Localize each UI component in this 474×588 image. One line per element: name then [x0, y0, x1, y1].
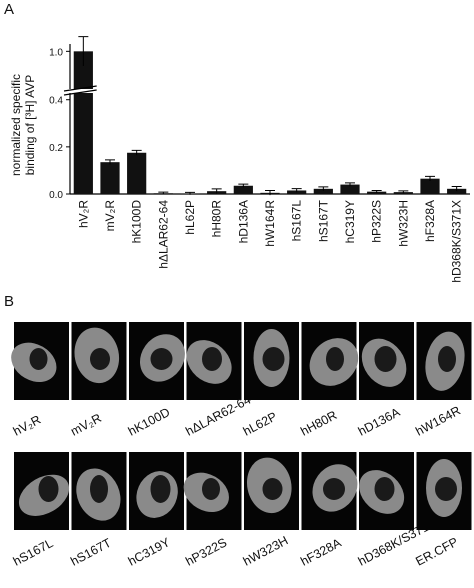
nucleus: [435, 477, 457, 501]
bar: [100, 162, 120, 194]
x-tick-label: hK100D: [130, 200, 144, 244]
micrograph: [14, 452, 70, 530]
nucleus: [150, 475, 171, 503]
error-bar: [318, 186, 329, 191]
micrograph: [301, 452, 358, 530]
error-bar: [158, 191, 169, 195]
y-tick-label: 0.4: [49, 96, 63, 107]
bar: [447, 188, 467, 194]
x-tick-label: hS167L: [290, 200, 304, 242]
error-bar: [185, 191, 195, 195]
nucleus: [326, 347, 344, 371]
nucleus: [202, 347, 222, 371]
error-bar: [265, 189, 275, 196]
x-tick-label: hL62P: [183, 200, 197, 235]
error-bar: [345, 182, 355, 187]
nucleus: [38, 476, 59, 502]
image-label: hD136A: [356, 405, 403, 439]
micrograph: [244, 452, 299, 530]
nucleus: [374, 346, 397, 372]
image-label: hS167T: [68, 536, 114, 569]
micrograph: [129, 452, 184, 530]
error-bar: [78, 36, 89, 66]
error-bar: [291, 188, 302, 193]
micrograph: [183, 452, 242, 530]
micrograph: [186, 322, 242, 400]
y-tick-label: 0.2: [49, 143, 63, 154]
x-tick-label: hΔLAR62-64: [156, 200, 170, 269]
bar: [233, 185, 253, 194]
nucleus: [90, 475, 108, 503]
bar: [313, 188, 333, 194]
error-bar: [425, 175, 435, 182]
nucleus: [438, 346, 456, 372]
error-bar: [131, 149, 142, 156]
nucleus: [323, 478, 345, 500]
x-tick-label: hP322S: [370, 200, 384, 243]
micrograph: [416, 322, 472, 400]
panel-label: A: [4, 1, 14, 18]
image-label: hF328A: [298, 535, 344, 568]
nucleus: [150, 348, 173, 370]
nucleus: [374, 477, 395, 501]
x-tick-label: hW164R: [263, 200, 277, 247]
micrograph: [71, 322, 127, 400]
nucleus: [262, 347, 285, 371]
micrograph: [71, 452, 127, 530]
x-tick-label: hV₂R: [76, 200, 90, 228]
x-tick-label: hS167T: [316, 199, 330, 242]
error-bar: [451, 185, 462, 192]
bar: [340, 184, 360, 194]
micrograph: [244, 322, 299, 400]
image-label: hS167L: [11, 536, 56, 569]
image-label: hW323H: [241, 533, 291, 568]
x-tick-label: hW323H: [396, 200, 410, 247]
x-tick-label: hD368K/S371X: [450, 200, 464, 283]
nucleus: [90, 348, 110, 370]
x-tick-label: mV₂R: [103, 200, 117, 232]
bar: [73, 51, 93, 195]
bar: [420, 178, 440, 194]
micrograph: [416, 452, 472, 530]
image-label: ER.CFP: [413, 535, 460, 569]
x-tick-label: hC319Y: [343, 200, 357, 243]
error-bar: [211, 188, 222, 194]
bar: [127, 152, 147, 194]
y-axis-label: normalized specific: [9, 74, 23, 176]
axis-break: [62, 89, 99, 93]
y-tick-label: 0.0: [49, 190, 63, 201]
micrograph: [301, 322, 359, 400]
image-label: mV₂R: [68, 411, 103, 439]
nucleus: [202, 478, 220, 500]
x-tick-label: hF328A: [423, 200, 437, 242]
micrograph: [359, 452, 414, 530]
error-bar: [398, 190, 409, 194]
y-axis-label: binding of [³H] AVP: [23, 75, 37, 176]
image-label: hL62P: [241, 409, 279, 438]
image-label: hW164R: [413, 403, 463, 438]
x-tick-label: hH80R: [210, 200, 224, 238]
error-bar: [238, 183, 249, 188]
micrograph: [11, 322, 69, 400]
y-tick-label: 1.0: [49, 47, 63, 58]
axis-break: [63, 85, 97, 96]
panel-label: B: [4, 293, 14, 310]
error-bar: [371, 189, 382, 193]
image-label: hV₂R: [11, 413, 43, 439]
micrograph: [129, 322, 185, 400]
nucleus: [29, 348, 48, 370]
image-label: hK100D: [126, 405, 172, 439]
micrograph: [359, 322, 414, 400]
image-label: hC319Y: [126, 535, 173, 569]
image-label: hP322S: [183, 535, 229, 568]
image-label: hH80R: [298, 408, 339, 439]
error-bar: [105, 159, 115, 165]
x-tick-label: hD136A: [236, 200, 250, 243]
nucleus: [262, 478, 283, 500]
